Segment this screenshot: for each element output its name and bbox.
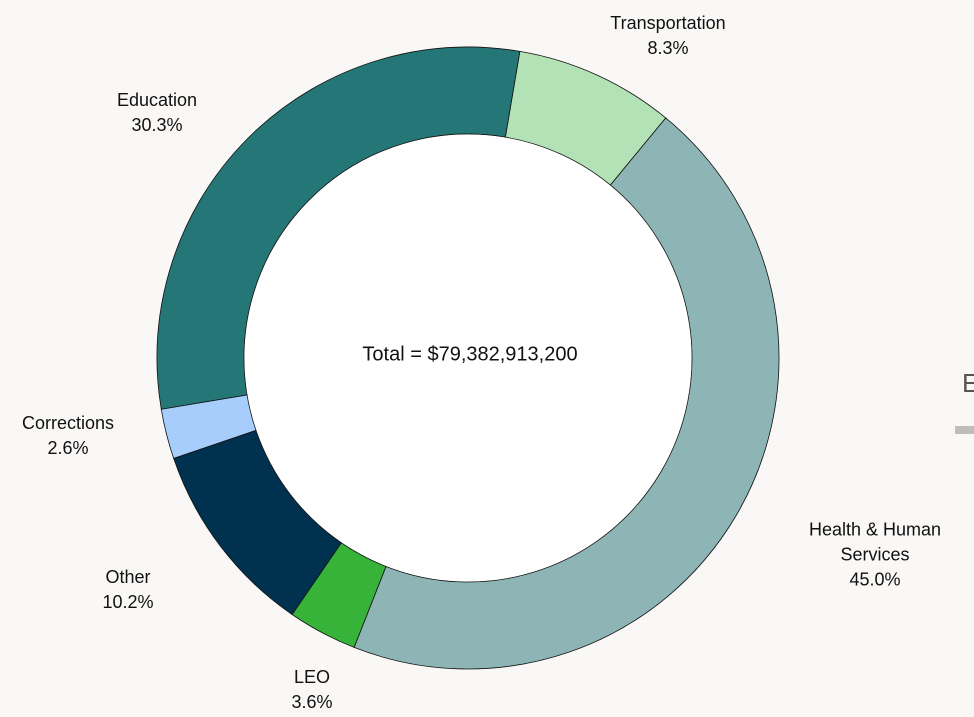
- donut-segment: [156, 46, 521, 410]
- side-panel-bar: [955, 426, 974, 434]
- segment-label: Health & Human Services 45.0%: [800, 518, 950, 593]
- category-label: Corrections: [21, 413, 115, 433]
- center-label: Total = $79,382,913,200: [362, 343, 578, 366]
- value-label: 10.2%: [102, 592, 154, 612]
- donut-hole: [244, 134, 692, 582]
- category-label: Transportation: [610, 13, 726, 33]
- category-label: LEO: [293, 667, 331, 687]
- value-label: 2.6%: [47, 438, 89, 458]
- segment-label: Other 10.2%: [53, 565, 203, 615]
- side-panel-text: E: [962, 368, 974, 398]
- segment-label: Education 30.3%: [82, 88, 232, 138]
- segment-label: LEO 3.6%: [237, 665, 387, 715]
- category-label: Education: [116, 90, 198, 110]
- segment-label: Transportation 8.3%: [593, 11, 743, 61]
- donut-segment: [353, 117, 780, 670]
- value-label: 3.6%: [291, 692, 333, 712]
- value-label: 30.3%: [131, 115, 183, 135]
- segment-label: Corrections 2.6%: [0, 411, 143, 461]
- category-label: Other: [105, 567, 151, 587]
- value-label: 45.0%: [849, 569, 901, 590]
- value-label: 8.3%: [647, 38, 689, 58]
- category-label: Health & Human Services: [808, 519, 942, 565]
